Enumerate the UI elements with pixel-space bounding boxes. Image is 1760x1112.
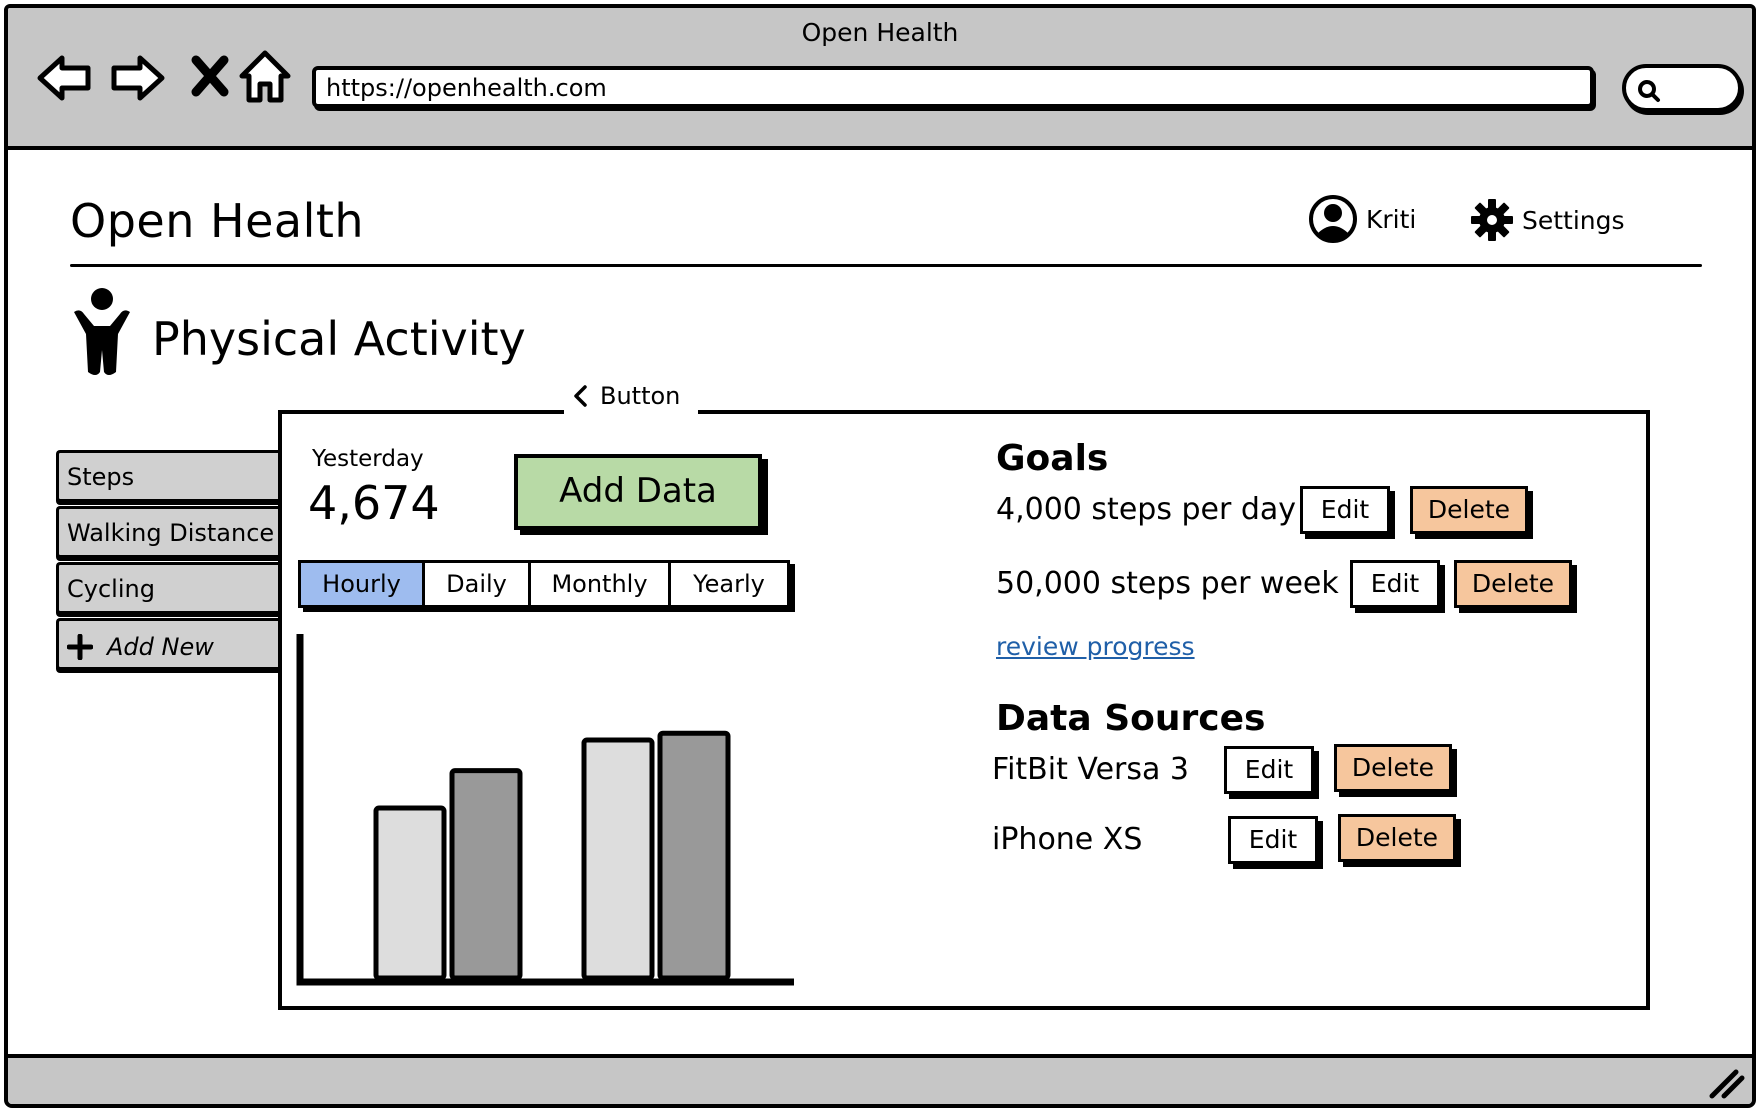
side-tab-walking-distance[interactable]: Walking Distance (56, 506, 284, 558)
source-1-delete-button[interactable]: Delete (1334, 744, 1452, 792)
activity-bar-chart (296, 634, 794, 986)
data-source-text-1: FitBit Versa 3 (992, 752, 1190, 787)
user-profile-link[interactable]: Kriti (1308, 194, 1416, 244)
range-monthly-button[interactable]: Monthly (531, 563, 671, 605)
side-tab-cycling[interactable]: Cycling (56, 562, 284, 614)
source-2-edit-button[interactable]: Edit (1228, 816, 1318, 864)
app-title: Open Health (70, 194, 365, 248)
gear-icon (1471, 199, 1513, 241)
settings-label: Settings (1522, 205, 1625, 235)
range-daily-button[interactable]: Daily (425, 563, 531, 605)
chart-axes (296, 634, 794, 986)
close-x-icon[interactable] (190, 54, 230, 98)
goal-1-delete-button[interactable]: Delete (1410, 486, 1528, 534)
header-divider (70, 264, 1702, 267)
forward-arrow-icon[interactable] (108, 50, 168, 106)
yesterday-value: 4,674 (308, 476, 440, 530)
yesterday-label: Yesterday (312, 446, 424, 472)
back-arrow-icon[interactable] (34, 50, 94, 106)
user-avatar-icon (1309, 195, 1357, 243)
chart-bar-group-2-series-2 (657, 730, 731, 981)
goal-text-1: 4,000 steps per day (996, 492, 1297, 527)
browser-window: Open Health https://openhealth.com (4, 4, 1756, 1108)
settings-link[interactable]: Settings (1470, 198, 1625, 242)
goal-text-2: 50,000 steps per week (996, 566, 1339, 601)
chart-bar-group-1-series-1 (373, 805, 447, 981)
resize-grip-icon[interactable] (1706, 1064, 1746, 1100)
range-yearly-button[interactable]: Yearly (671, 563, 787, 605)
review-progress-link[interactable]: review progress (996, 632, 1195, 661)
window-title: Open Health (801, 18, 959, 47)
user-name: Kriti (1366, 204, 1417, 234)
panel-back-button[interactable]: Button (564, 374, 699, 418)
goals-heading: Goals (996, 438, 1109, 479)
home-icon[interactable] (238, 48, 292, 106)
goal-2-delete-button[interactable]: Delete (1454, 560, 1572, 608)
browser-toolbar: Open Health https://openhealth.com (8, 8, 1752, 150)
add-data-button[interactable]: Add Data (514, 454, 762, 530)
side-tab-add-new[interactable]: Add New (56, 618, 284, 670)
data-source-text-2: iPhone XS (992, 822, 1143, 857)
url-input[interactable]: https://openhealth.com (312, 66, 1594, 108)
chart-bar-group-2-series-1 (581, 737, 655, 981)
search-icon (1638, 80, 1660, 102)
goal-2-edit-button[interactable]: Edit (1350, 560, 1440, 608)
source-1-edit-button[interactable]: Edit (1224, 746, 1314, 794)
section-title: Physical Activity (152, 312, 526, 366)
goal-1-edit-button[interactable]: Edit (1300, 486, 1390, 534)
browser-search-input[interactable] (1622, 64, 1742, 112)
side-tab-steps[interactable]: Steps (56, 450, 284, 502)
data-sources-heading: Data Sources (996, 698, 1266, 739)
time-range-selector: Hourly Daily Monthly Yearly (298, 560, 790, 608)
chevron-left-icon (574, 385, 587, 407)
person-icon (68, 286, 136, 382)
chart-bar-group-1-series-2 (449, 768, 523, 981)
source-2-delete-button[interactable]: Delete (1338, 814, 1456, 862)
plus-icon (67, 634, 93, 660)
browser-status-bar (8, 1054, 1752, 1104)
range-hourly-button[interactable]: Hourly (301, 563, 425, 605)
